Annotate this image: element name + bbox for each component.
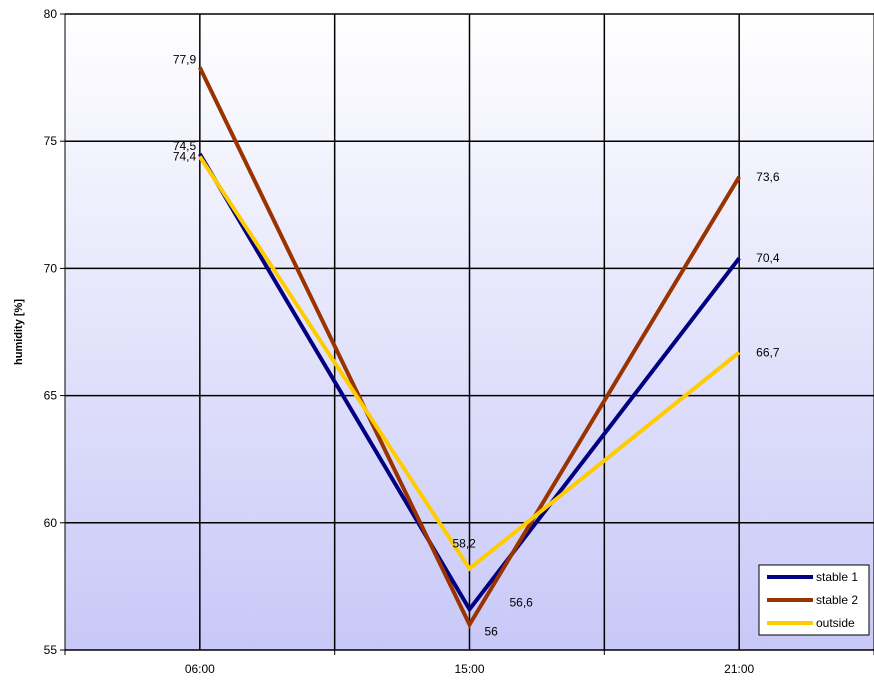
series-lines	[197, 66, 741, 629]
data-label: 74,5	[173, 139, 197, 153]
y-axis-title: humidity [%]	[13, 299, 25, 365]
series-line-outside	[198, 155, 741, 572]
x-tick-label: 06:00	[185, 662, 215, 676]
legend-label: outside	[816, 616, 855, 630]
y-tick-label: 75	[44, 134, 58, 148]
data-label: 77,9	[173, 52, 197, 66]
y-tick-label: 55	[44, 643, 58, 657]
series-line-stable-2	[197, 66, 741, 629]
legend-label: stable 1	[816, 570, 858, 584]
data-label: 56	[485, 625, 499, 639]
y-tick-label: 65	[44, 389, 58, 403]
x-tick-label: 21:00	[724, 662, 754, 676]
axes: 55 60 65 70 75 80 06:00 15:00 21:00	[44, 7, 874, 676]
series-line-stable-1	[198, 152, 741, 613]
y-tick-label: 80	[44, 7, 58, 21]
data-label: 70,4	[756, 251, 780, 265]
y-tick-label: 70	[44, 261, 58, 275]
data-label: 56,6	[510, 595, 534, 609]
data-label: 66,7	[756, 345, 780, 359]
data-labels: 74,5 56,6 70,4 77,9 56 73,6 74,4 58,2 66,7	[173, 52, 780, 638]
data-label: 73,6	[756, 170, 780, 184]
data-label: 58,2	[453, 537, 477, 551]
x-tick-label: 15:00	[454, 662, 484, 676]
data-label: 74,4	[173, 149, 197, 163]
y-tick-label: 60	[44, 516, 58, 530]
legend-label: stable 2	[816, 593, 858, 607]
legend: stable 1 stable 2 outside	[758, 564, 870, 636]
